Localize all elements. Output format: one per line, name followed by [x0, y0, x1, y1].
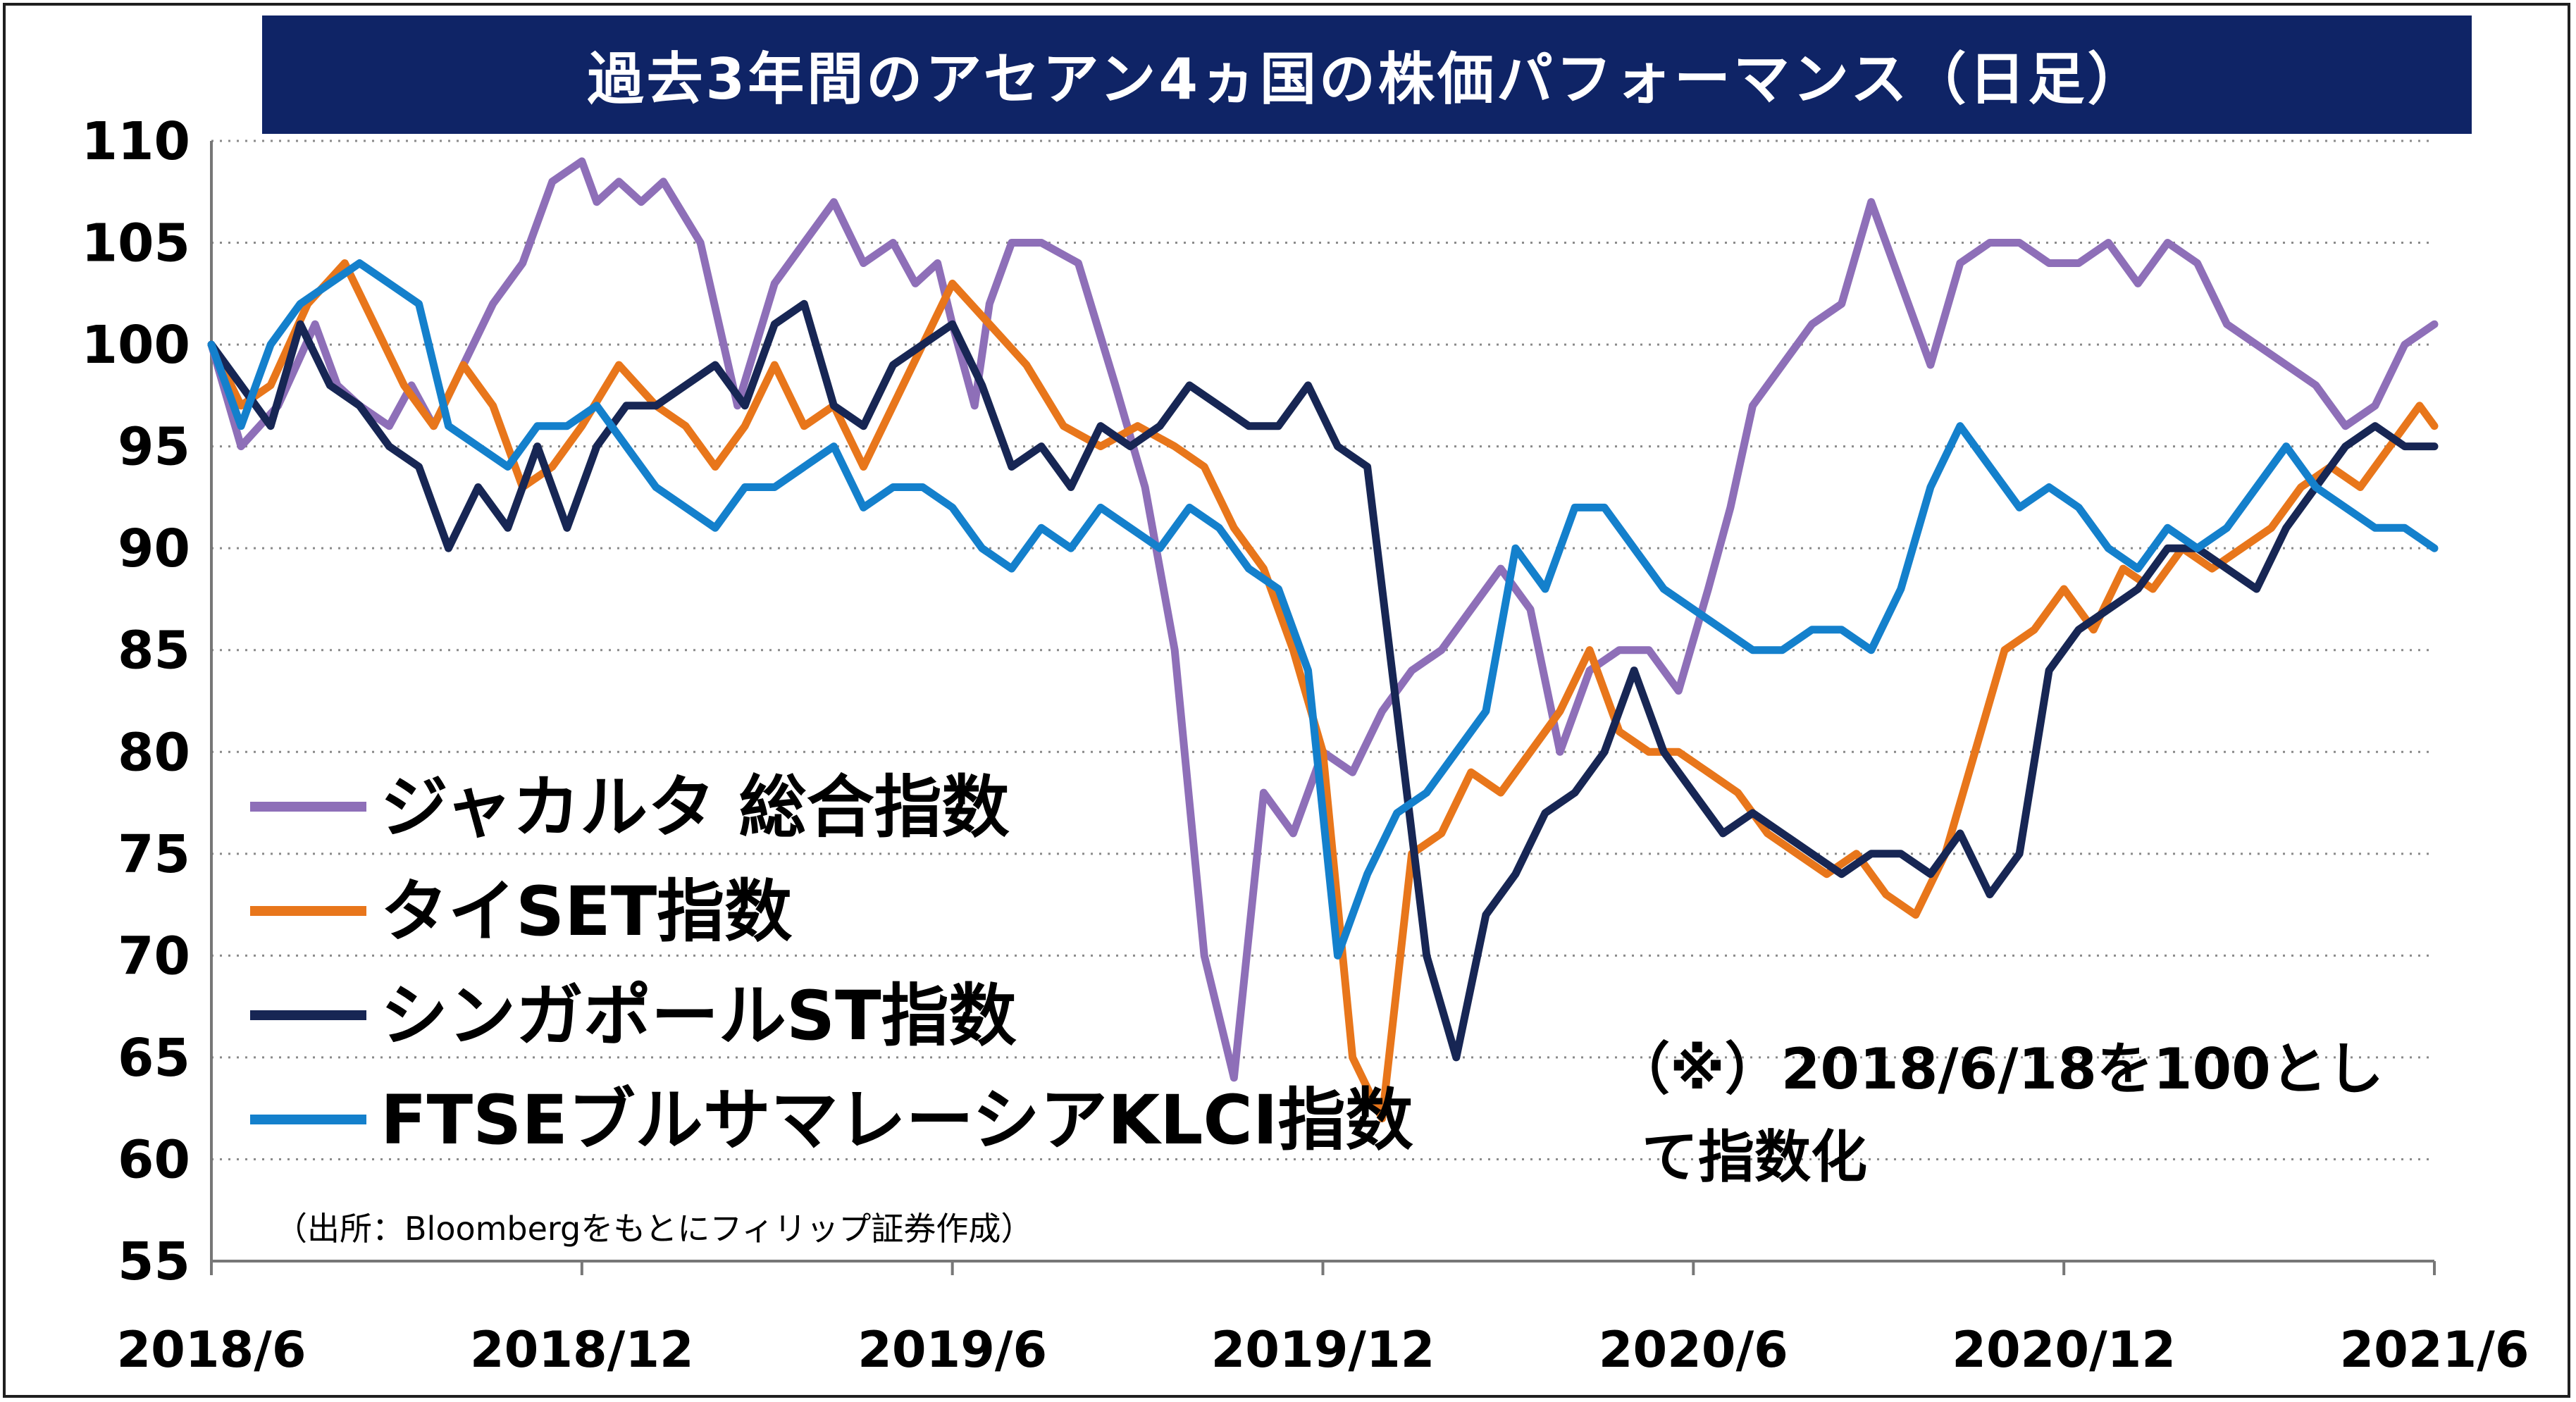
- x-tick-2021/6: 2021/6: [2339, 1321, 2529, 1379]
- x-tick-2018/6: 2018/6: [116, 1321, 306, 1379]
- chart-title: 過去3年間のアセアン4ヵ国の株価パフォーマンス（日足）: [262, 15, 2472, 134]
- y-tick-110: 110: [82, 111, 190, 172]
- y-tick-85: 85: [118, 621, 190, 681]
- y-tick-105: 105: [82, 213, 190, 274]
- y-tick-80: 80: [118, 722, 190, 783]
- series-line-3: [207, 259, 2439, 960]
- legend-label-0: ジャカルタ 総合指数: [380, 768, 1010, 847]
- y-tick-100: 100: [82, 315, 190, 376]
- chart-frame: [3, 3, 2570, 1398]
- legend-label-3: FTSEブルサマレーシアKLCI指数: [380, 1081, 1413, 1160]
- x-tick-2018/12: 2018/12: [470, 1321, 694, 1379]
- y-tick-75: 75: [118, 824, 190, 885]
- source-text: （出所：Bloombergをもとにフィリップ証券作成）: [275, 1210, 1033, 1248]
- y-tick-65: 65: [118, 1028, 190, 1088]
- series-lines: [207, 157, 2439, 1123]
- x-tick-labels: 2018/6 2018/12 2019/6 2019/12 2020/6 2020/12 2…: [116, 1321, 2529, 1379]
- y-tick-60: 60: [118, 1129, 190, 1190]
- note-line-1: （※）2018/6/18を100とし: [1614, 1036, 2384, 1102]
- series-line-2: [207, 299, 2439, 1062]
- x-tick-2019/12: 2019/12: [1211, 1321, 1435, 1379]
- note-line-2: て指数化: [1642, 1124, 1867, 1190]
- y-tick-labels: 110 105 100 95 90 85 80 75 70 65 60 55: [82, 111, 190, 1292]
- y-tick-95: 95: [118, 417, 190, 478]
- x-tick-2020/12: 2020/12: [1952, 1321, 2176, 1379]
- y-tick-70: 70: [118, 926, 190, 986]
- x-tick-2020/6: 2020/6: [1599, 1321, 1788, 1379]
- x-tick-2019/6: 2019/6: [857, 1321, 1047, 1379]
- y-tick-90: 90: [118, 519, 190, 579]
- legend-label-2: シンガポールST指数: [380, 976, 1017, 1055]
- y-tick-55: 55: [118, 1232, 190, 1292]
- legend-label-1: タイSET指数: [380, 872, 792, 951]
- series-line-0: [207, 157, 2439, 1082]
- axes: [210, 141, 2436, 1275]
